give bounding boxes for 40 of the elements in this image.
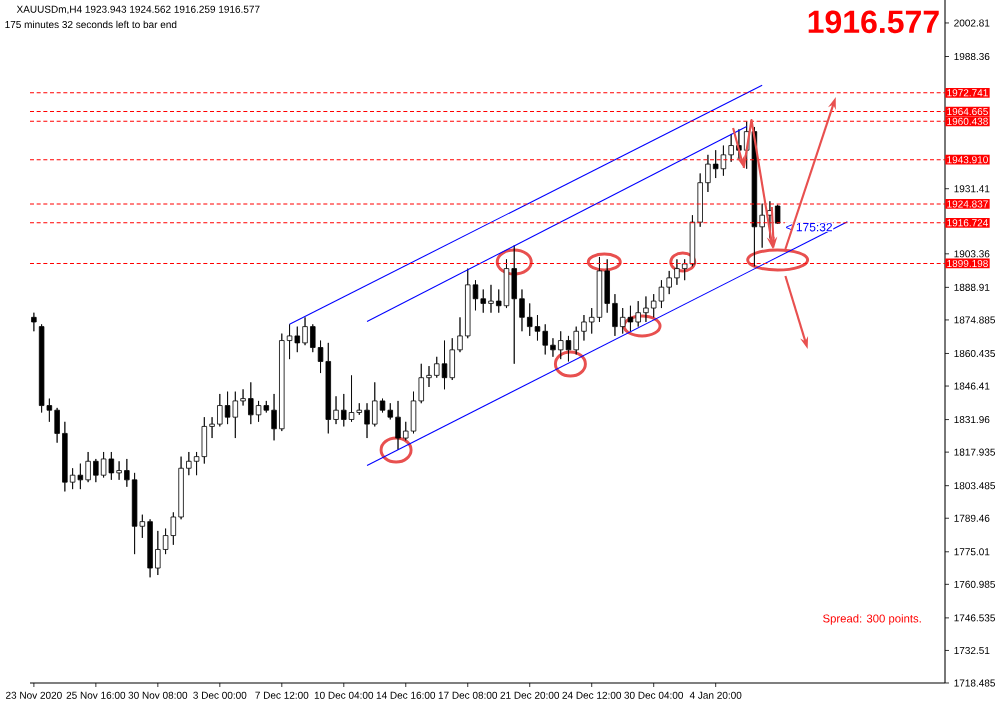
ref-line-label: 1899.198: [947, 259, 988, 268]
y-tick-label: 1789.46: [954, 514, 990, 522]
y-tick-label: 1988.36: [954, 52, 990, 61]
y-tick-label: 1718.485: [954, 679, 995, 687]
y-tick-label: 1831.96: [954, 416, 990, 424]
ref-line-label: 1943.910: [947, 156, 988, 164]
y-tick-label: 1888.91: [954, 283, 990, 291]
x-tick-label: 30 Dec 04:00: [624, 691, 684, 699]
ref-line-label: 1964.665: [947, 107, 988, 116]
x-tick-label: 30 Nov 08:00: [128, 691, 188, 699]
annotation: Spread: 300 points.: [823, 614, 921, 625]
x-tick-label: 3 Dec 00:00: [193, 691, 247, 699]
x-tick-label: 25 Nov 16:00: [66, 691, 126, 699]
ref-line-label: 1972.741: [947, 89, 988, 97]
y-tick-label: 1817.935: [954, 448, 995, 456]
y-tick-label: 1874.885: [954, 316, 995, 324]
chart-title: XAUUSDm,H4 1923.943 1924.562 1916.259 1916.577: [16, 5, 260, 14]
y-tick-label: 1746.535: [954, 614, 995, 622]
x-tick-label: 24 Dec 12:00: [562, 691, 622, 699]
annotation: 1916.577: [808, 10, 939, 34]
x-tick-label: 21 Dec 20:00: [500, 691, 560, 699]
y-tick-label: 1860.435: [954, 349, 995, 358]
x-tick-label: 23 Nov 2020: [6, 691, 62, 699]
x-tick-label: 14 Dec 16:00: [376, 691, 436, 699]
y-tick-label: 2002.81: [954, 19, 990, 27]
y-tick-label: 1903.36: [954, 250, 990, 258]
y-tick-label: 1931.41: [954, 185, 990, 193]
ref-line-label: 1960.438: [947, 117, 988, 125]
ref-line-label: 1924.837: [947, 200, 988, 208]
y-tick-label: 1775.01: [954, 548, 990, 556]
x-tick-label: 10 Dec 04:00: [314, 691, 374, 699]
y-tick-label: 1732.51: [954, 646, 990, 654]
y-tick-label: 1803.485: [954, 482, 995, 490]
text: 175 minutes 32 seconds left to bar end: [5, 20, 177, 29]
x-tick-label: 7 Dec 12:00: [255, 691, 309, 699]
x-tick-label: 4 Jan 20:00: [689, 691, 742, 699]
ref-line-label: 1916.724: [947, 219, 989, 227]
x-tick-label: 17 Dec 08:00: [438, 691, 498, 699]
y-tick-label: 1760.985: [954, 580, 995, 588]
y-tick-label: 1846.41: [954, 382, 990, 390]
